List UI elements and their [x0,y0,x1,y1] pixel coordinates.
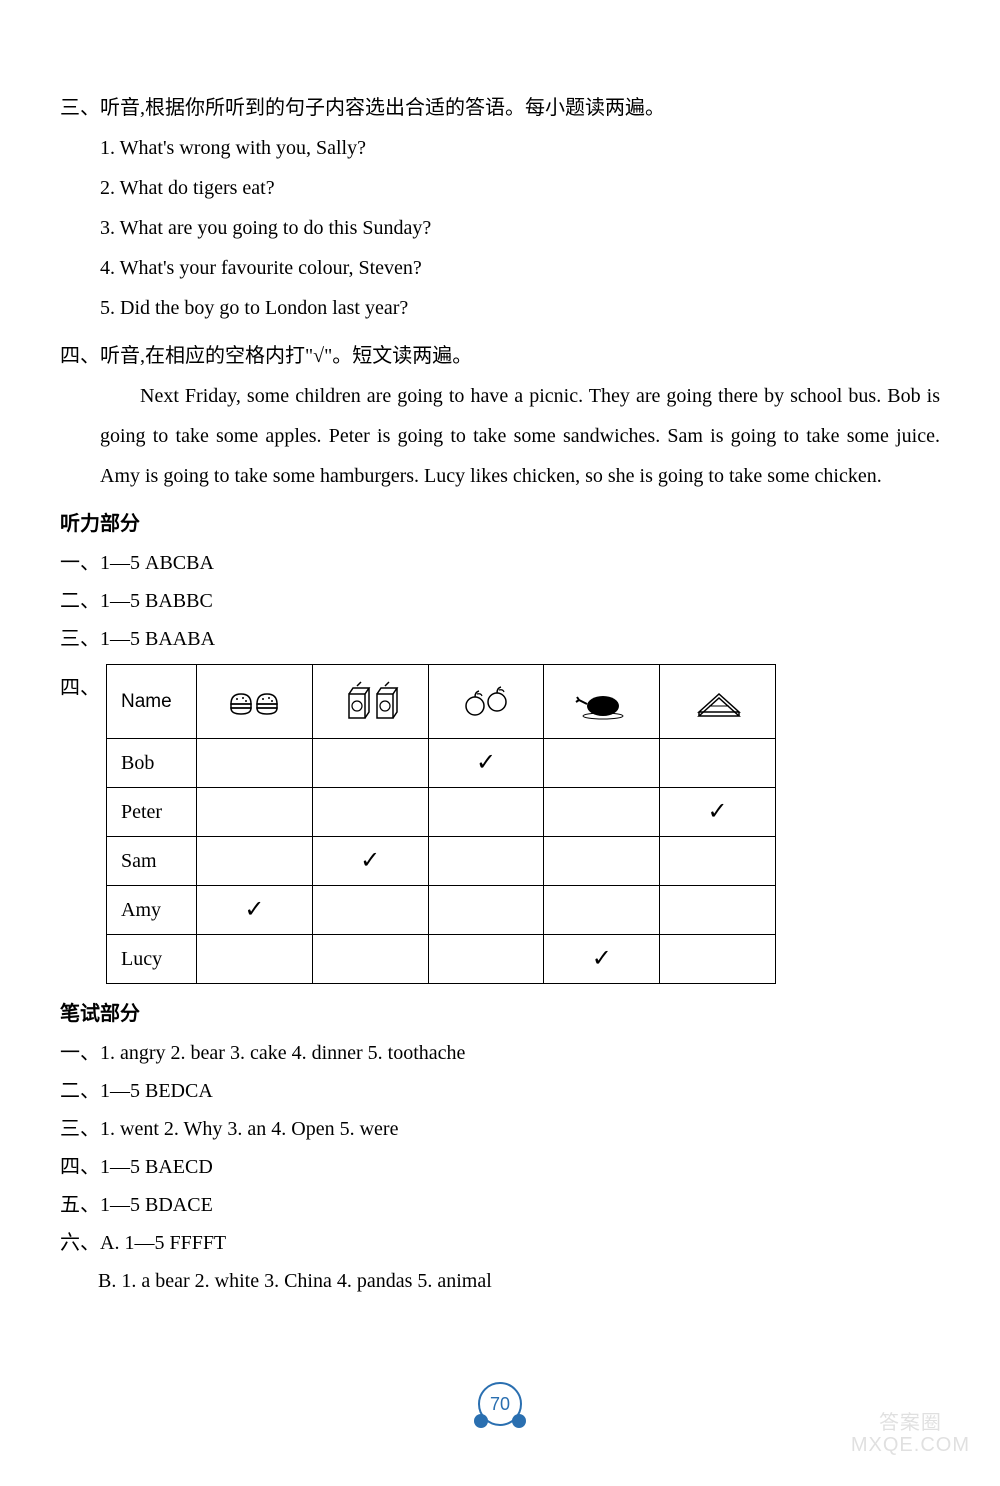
table-row: Amy ✓ [107,886,776,935]
page-number: 70 [478,1382,522,1426]
table-row: Peter ✓ [107,788,776,837]
s3-item-3: 3. What are you going to do this Sunday? [100,208,940,248]
watermark: 答案圈 MXQE.COM [851,1412,970,1456]
section4-passage: Next Friday, some children are going to … [100,376,940,496]
written-6b: B. 1. a bear 2. white 3. China 4. pandas… [98,1262,940,1300]
check-mark: ✓ [428,739,544,788]
chicken-icon [544,665,660,739]
written-heading: 笔试部分 [60,994,940,1034]
s3-item-4: 4. What's your favourite colour, Steven? [100,248,940,288]
row-name: Lucy [107,935,197,984]
section3-heading: 三、听音,根据你所听到的句子内容选出合适的答语。每小题读两遍。 [60,88,940,128]
sandwich-icon [660,665,776,739]
listening-a2: 二、1—5 BABBC [60,582,940,620]
table-row: Bob ✓ [107,739,776,788]
row-name: Peter [107,788,197,837]
row-name: Bob [107,739,197,788]
juice-icon [312,665,428,739]
written-6: 六、A. 1—5 FFFFT [60,1224,940,1262]
row-name: Sam [107,837,197,886]
check-mark: ✓ [660,788,776,837]
page-content: 三、听音,根据你所听到的句子内容选出合适的答语。每小题读两遍。 1. What'… [60,88,940,1300]
table-label: 四、 [60,664,100,708]
s3-item-1: 1. What's wrong with you, Sally? [100,128,940,168]
check-mark: ✓ [544,935,660,984]
written-1: 一、1. angry 2. bear 3. cake 4. dinner 5. … [60,1034,940,1072]
apple-icon [428,665,544,739]
written-5: 五、1—5 BDACE [60,1186,940,1224]
listening-a3: 三、1—5 BAABA [60,620,940,658]
s3-item-2: 2. What do tigers eat? [100,168,940,208]
table-row: Sam ✓ [107,837,776,886]
row-name: Amy [107,886,197,935]
answer-table: Name [106,664,776,984]
listening-heading: 听力部分 [60,504,940,544]
check-mark: ✓ [197,886,313,935]
check-mark: ✓ [312,837,428,886]
s3-item-5: 5. Did the boy go to London last year? [100,288,940,328]
written-3: 三、1. went 2. Why 3. an 4. Open 5. were [60,1110,940,1148]
written-2: 二、1—5 BEDCA [60,1072,940,1110]
name-header: Name [107,665,197,739]
hamburger-icon [197,665,313,739]
table-section: 四、 Name [60,664,940,984]
written-4: 四、1—5 BAECD [60,1148,940,1186]
section4-heading: 四、听音,在相应的空格内打"√"。短文读两遍。 [60,336,940,376]
table-row: Lucy ✓ [107,935,776,984]
listening-a1: 一、1—5 ABCBA [60,544,940,582]
